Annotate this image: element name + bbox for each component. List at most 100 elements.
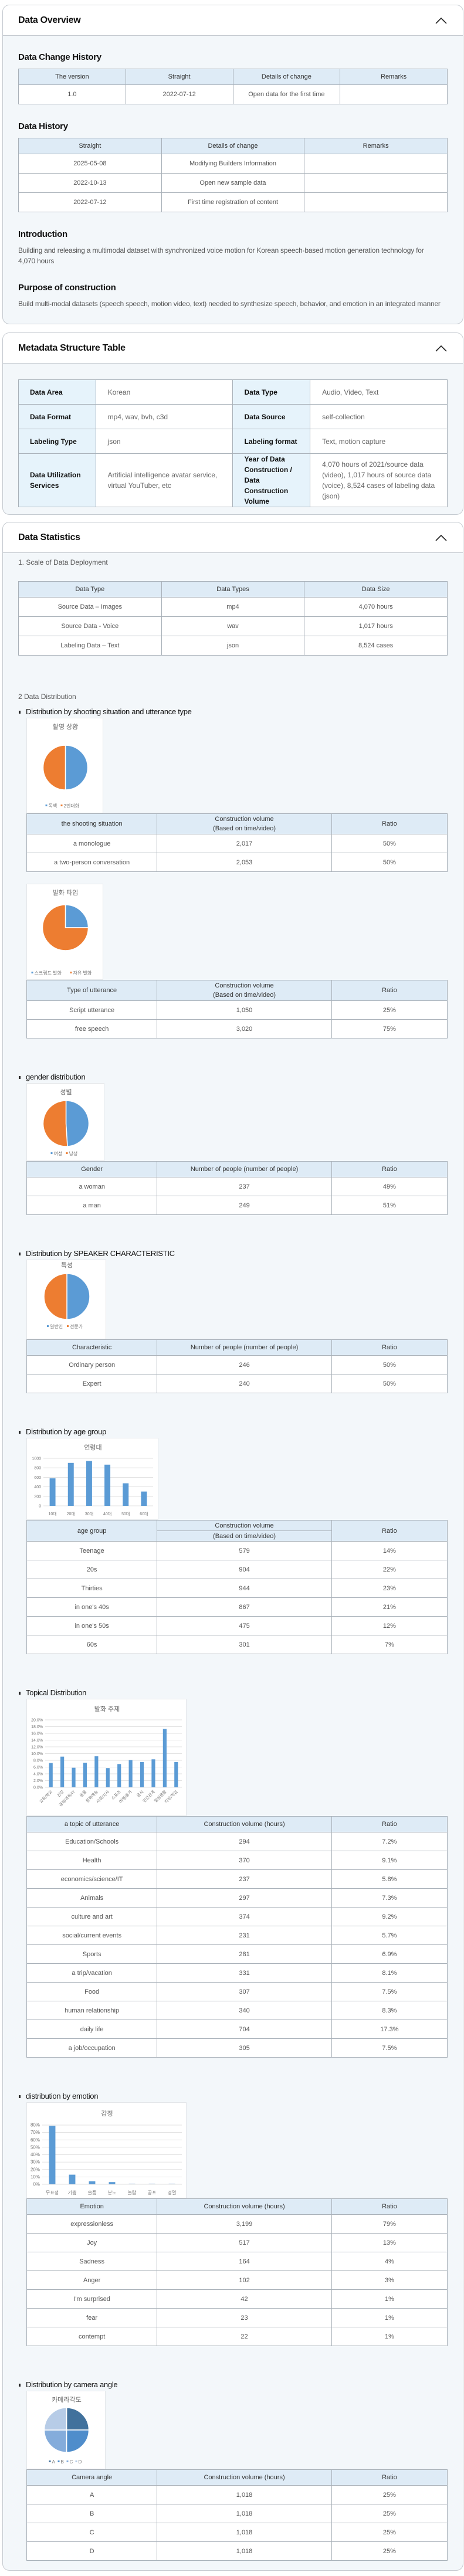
distribution-section: Distribution by camera angle 카메라각도 A B C D Cam… (18, 2380, 448, 2561)
data-statistics-header[interactable]: Data Statistics (3, 522, 463, 553)
bar (106, 1768, 110, 1787)
column-header: Construction volume (157, 1520, 332, 1531)
table-row: Script utterance 1,050 25% (26, 1000, 448, 1020)
data-overview-header[interactable]: Data Overview (3, 5, 463, 36)
chart-image: 연령대 0 200 400 600 800 1000 10대 20대 30대 40대 50대 60대 (26, 1438, 158, 1520)
data-table: Type of utterance Construction volume (Ba… (26, 980, 448, 1038)
table-row: contempt 22 1% (26, 2327, 448, 2346)
column-header: Straight (18, 138, 162, 154)
chart-legend: 스크립트 발화 자유 발화 (31, 970, 92, 976)
table-header-row: Emotion Construction volume (hours) Ratio (26, 2198, 448, 2215)
data-table: The version Straight Details of change Rema… (18, 69, 448, 104)
x-tick-label: 기쁨 (68, 2190, 77, 2195)
chevron-up-icon[interactable] (435, 342, 448, 355)
data-statistics-panel: Data Statistics 1. Scale of Data Deploym… (2, 522, 463, 2571)
table-cell: 246 (157, 1355, 332, 1374)
table-cell: Expert (26, 1374, 158, 1393)
distribution-table: Gender Number of people (number of people… (26, 1161, 448, 1215)
y-tick-label: 14.0% (31, 1739, 43, 1743)
section-bullet-heading: gender distribution (18, 1072, 448, 1082)
distribution-title: 2 Data Distribution (18, 693, 76, 701)
table-cell: 249 (157, 1196, 332, 1215)
table-cell: 4,070 hours (304, 597, 448, 617)
chart-image: 발화 타입 스크립트 발화 자유 발화 (26, 884, 103, 980)
y-tick-label: 40% (31, 2152, 40, 2157)
legend-label: 여성 (54, 1150, 63, 1156)
column-header: Number of people (number of people) (157, 1339, 332, 1356)
table-cell: 23% (331, 1579, 448, 1598)
x-tick-label: 경멸 (168, 2190, 177, 2195)
pie-slice (43, 2429, 67, 2453)
table-cell: contempt (26, 2327, 158, 2346)
table-cell: 240 (157, 1374, 332, 1393)
distribution-section: distribution by emotion 감정 0% 10% 20% 30% 40% 5… (18, 2091, 448, 2346)
table-cell: 370 (157, 1851, 332, 1870)
table-cell: 49% (331, 1177, 448, 1196)
table-row: human relationship 340 8.3% (26, 2001, 448, 2020)
chevron-up-icon[interactable] (435, 14, 448, 27)
table-cell: Sadness (26, 2252, 158, 2271)
metadata-value: Artificial intelligence avatar service, … (95, 453, 233, 507)
chart-image: 카메라각도 A B C D (26, 2391, 106, 2469)
chevron-up-icon[interactable] (435, 531, 448, 544)
column-header: Remarks (340, 69, 448, 85)
x-tick-label: 30대 (85, 1512, 93, 1516)
table-cell: 6.9% (331, 1944, 448, 1964)
table-cell: human relationship (26, 2001, 158, 2020)
table-cell: 50% (331, 1355, 448, 1374)
column-header: age group (26, 1520, 158, 1542)
table-cell: 25% (331, 2485, 448, 2504)
table-row: 1.0 2022-07-12 Open data for the first tim… (18, 84, 448, 104)
table-row: a job/occupation 305 7.5% (26, 2038, 448, 2058)
table-cell: I'm surprised (26, 2289, 158, 2309)
panel-title: Data Statistics (18, 532, 80, 542)
table-cell: Labeling Data – Text (18, 636, 162, 656)
table-cell: 7% (331, 1635, 448, 1654)
table-cell (304, 173, 448, 193)
table-cell: 75% (331, 1019, 448, 1038)
table-row: 2022-07-12 First time registration of con… (18, 192, 448, 212)
table-row: in one's 50s 475 12% (26, 1616, 448, 1635)
panel-title: Data Overview (18, 15, 81, 25)
legend-label: 스크립트 발화 (35, 970, 62, 976)
y-tick-label: 800 (34, 1467, 41, 1471)
column-header: Ratio (331, 2469, 448, 2486)
table-cell: First time registration of content (161, 192, 305, 212)
table-cell: Ordinary person (26, 1355, 158, 1374)
table-row: free speech 3,020 75% (26, 1019, 448, 1038)
x-tick-label: 무표정 (46, 2190, 59, 2195)
section-bullet-heading: distribution by emotion (18, 2091, 448, 2102)
section-bullet-heading: Topical Distribution (18, 1688, 448, 1698)
table-cell: 14% (331, 1541, 448, 1560)
metadata-label: Labeling Type (18, 429, 96, 454)
table-cell: 50% (331, 1374, 448, 1393)
distribution-section: Distribution by age group 연령대 0 200 400 600 80… (18, 1427, 448, 1654)
table-row: C 1,018 25% (26, 2523, 448, 2542)
bar (174, 1762, 178, 1787)
metadata-header[interactable]: Metadata Structure Table (3, 333, 463, 364)
chart-legend: 독백 2인대화 (45, 803, 80, 809)
table-row: Food 307 7.5% (26, 1982, 448, 2001)
table-cell: 60s (26, 1635, 158, 1654)
data-table: Emotion Construction volume (hours) Ratio e… (26, 2198, 448, 2346)
pie-slice (65, 745, 89, 790)
chart-title: 카메라각도 (52, 2396, 82, 2404)
bar (109, 2182, 116, 2184)
table-row: Animals 297 7.3% (26, 1888, 448, 1908)
column-header: Construction volume (hours) (157, 2198, 332, 2215)
section-heading: Data Change History (18, 52, 101, 62)
y-tick-label: 0% (33, 2182, 40, 2187)
section-bullet-heading: Distribution by age group (18, 1427, 448, 1437)
y-tick-label: 16.0% (31, 1732, 43, 1736)
table-cell (304, 192, 448, 212)
metadata-label: Data Area (18, 379, 96, 405)
data-table: Straight Details of change Remarks 2025-05-… (18, 138, 448, 212)
column-header: Details of change (232, 69, 341, 85)
table-cell: 294 (157, 1832, 332, 1851)
chart-title: 특성 (61, 1261, 73, 1269)
column-header: a topic of utterance (26, 1816, 158, 1832)
table-row: a man 249 51% (26, 1196, 448, 1215)
x-tick-label: 음식 (136, 1789, 144, 1798)
distribution-table: a topic of utterance Construction volume … (26, 1816, 448, 2058)
